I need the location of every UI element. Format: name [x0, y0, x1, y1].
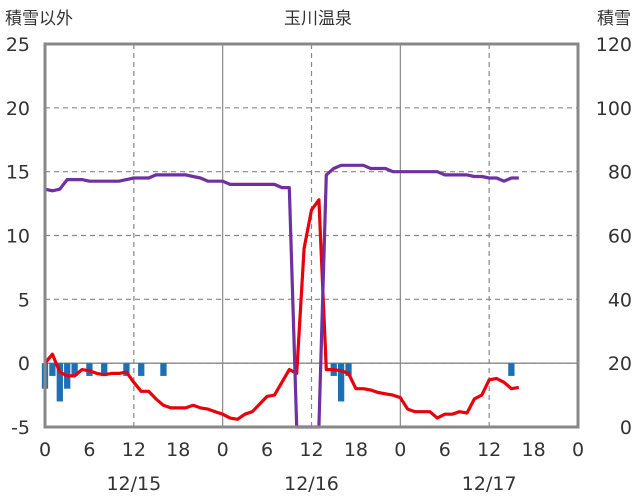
x-tick-label: 0: [572, 439, 584, 461]
precipitation-bar: [337, 363, 345, 402]
temperature-line: [43, 198, 520, 421]
left-tick-label: 20: [6, 98, 30, 120]
data-lines: [43, 163, 520, 429]
x-tick-label: 12: [477, 439, 501, 461]
x-tick-label: 6: [261, 439, 273, 461]
right-tick-label: 60: [608, 226, 632, 248]
x-tick-label: 6: [83, 439, 95, 461]
left-tick-label: -5: [11, 417, 30, 439]
left-tick-label: 15: [6, 162, 30, 184]
precipitation-bar: [101, 363, 108, 376]
left-axis-label: 積雪以外: [5, 9, 73, 29]
precipitation-bar: [508, 363, 515, 376]
x-tick-label: 6: [439, 439, 451, 461]
precipitation-bar: [123, 363, 130, 376]
precipitation-bar: [71, 363, 78, 376]
x-tick-label: 0: [217, 439, 229, 461]
date-label: 12/16: [284, 473, 339, 495]
precipitation-bar: [56, 363, 63, 402]
precipitation-bar: [138, 363, 145, 376]
x-tick-label: 12: [299, 439, 323, 461]
precipitation-bar: [345, 363, 352, 376]
precipitation-bar: [160, 363, 167, 376]
chart-title: 玉川温泉: [284, 9, 352, 29]
date-label: 12/17: [462, 473, 517, 495]
x-tick-label: 18: [344, 439, 368, 461]
precipitation-bar: [49, 363, 56, 376]
right-tick-label: 120: [596, 34, 632, 56]
right-tick-label: 20: [608, 353, 632, 375]
x-tick-label: 0: [394, 439, 406, 461]
snow-depth-line: [44, 163, 519, 429]
x-tick-label: 12: [122, 439, 146, 461]
x-tick-label: 18: [521, 439, 545, 461]
right-axis-label: 積雪: [597, 9, 631, 29]
date-label: 12/15: [106, 473, 161, 495]
right-tick-label: 80: [608, 162, 632, 184]
right-tick-label: 40: [608, 289, 632, 311]
plot-frame: [43, 42, 580, 429]
precipitation-bars: [41, 363, 515, 402]
x-tick-label: 18: [166, 439, 190, 461]
left-tick-label: 5: [18, 289, 30, 311]
left-tick-label: 25: [6, 34, 30, 56]
right-tick-label: 100: [596, 98, 632, 120]
grid-lines: [45, 44, 578, 427]
right-tick-label: 0: [620, 417, 632, 439]
left-tick-label: 0: [18, 353, 30, 375]
left-tick-label: 10: [6, 226, 30, 248]
x-tick-label: 0: [39, 439, 51, 461]
